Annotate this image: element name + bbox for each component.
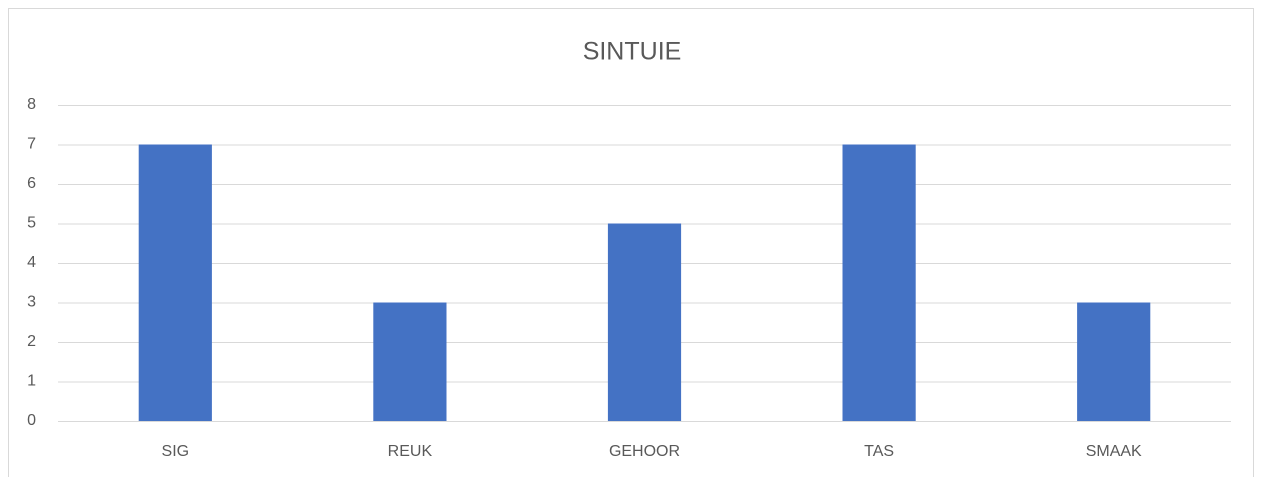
bar xyxy=(138,144,212,421)
x-tick-label: SMAAK xyxy=(1086,443,1142,460)
x-tick-label: GEHOOR xyxy=(609,443,680,460)
y-tick-label: 6 xyxy=(27,175,36,192)
y-tick-label: 0 xyxy=(27,412,36,429)
y-tick-label: 5 xyxy=(27,215,36,232)
y-tick-label: 7 xyxy=(27,136,36,153)
y-tick-label: 1 xyxy=(27,373,36,390)
y-tick-label: 8 xyxy=(27,96,36,113)
y-tick-label: 4 xyxy=(27,254,36,271)
bar xyxy=(842,144,916,421)
bar xyxy=(1077,302,1151,421)
y-tick-label: 2 xyxy=(27,333,36,350)
chart-title: SINTUIE xyxy=(583,38,682,66)
bar xyxy=(373,302,447,421)
y-tick-label: 3 xyxy=(27,294,36,311)
x-tick-label: SIG xyxy=(162,443,190,460)
x-tick-label: TAS xyxy=(864,443,894,460)
bar xyxy=(607,223,682,421)
x-tick-label: REUK xyxy=(388,443,433,460)
